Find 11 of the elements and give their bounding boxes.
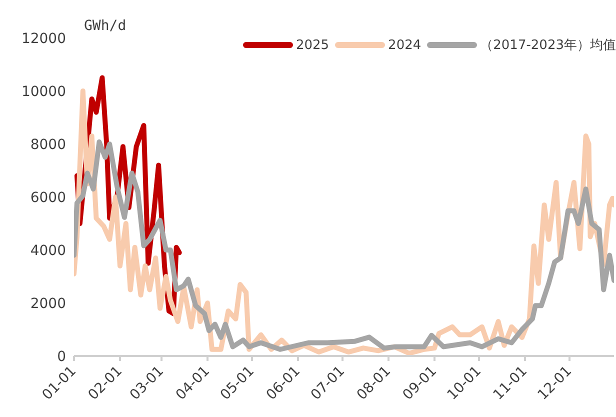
y-tick-label: 2000 <box>30 296 66 312</box>
y-tick-label: 4000 <box>30 242 66 259</box>
y-axis-title: GWh/d <box>84 18 126 34</box>
legend-label: （2017-2023年）均值 <box>480 37 616 54</box>
y-tick-label: 10000 <box>21 84 66 100</box>
legend-label: 2024 <box>388 38 422 52</box>
y-tick-label: 8000 <box>30 136 66 153</box>
y-tick-label: 12000 <box>21 30 66 47</box>
y-tick-label: 6000 <box>30 190 66 206</box>
legend-label: 2025 <box>296 38 330 52</box>
y-tick-label: 0 <box>57 348 66 365</box>
